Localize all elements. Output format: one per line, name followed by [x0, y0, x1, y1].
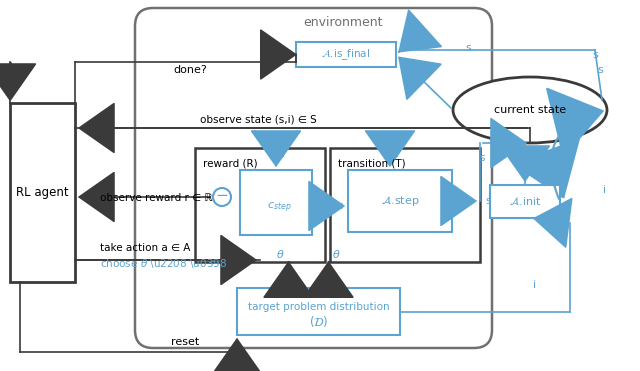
Text: take action a ∈ A: take action a ∈ A [100, 243, 190, 253]
Text: s: s [314, 210, 320, 220]
Text: s: s [485, 196, 491, 206]
Text: s: s [465, 43, 471, 53]
Text: s: s [597, 65, 603, 75]
Text: i: i [604, 185, 607, 195]
Text: environment: environment [304, 16, 383, 29]
Text: $\mathcal{A}$.init: $\mathcal{A}$.init [509, 196, 541, 207]
Text: $\theta$: $\theta$ [332, 248, 340, 260]
Text: i: i [533, 280, 536, 290]
Text: $\theta$: $\theta$ [276, 248, 285, 260]
Text: s: s [592, 50, 598, 60]
Text: $\mathcal{A}$.is_final: $\mathcal{A}$.is_final [321, 47, 371, 62]
Bar [296, 42, 396, 67]
Bar [10, 103, 75, 282]
Text: i: i [282, 149, 285, 159]
Text: reward (R): reward (R) [203, 159, 258, 169]
Text: RL agent: RL agent [16, 186, 69, 199]
Text: i: i [396, 149, 399, 159]
FancyBboxPatch shape [135, 8, 492, 348]
Text: $c_{step}$: $c_{step}$ [267, 200, 291, 215]
Text: reset: reset [171, 337, 199, 347]
Text: s: s [337, 201, 343, 211]
Text: $\mathcal{A}$.step: $\mathcal{A}$.step [381, 194, 419, 208]
Bar [237, 288, 400, 335]
Text: s: s [479, 153, 484, 163]
Bar [348, 170, 452, 232]
Text: observe reward r ∈ ℝ: observe reward r ∈ ℝ [100, 193, 212, 203]
Text: current state: current state [494, 105, 566, 115]
Bar [490, 185, 560, 218]
Ellipse shape [453, 77, 607, 143]
Circle shape [213, 188, 231, 206]
Text: target problem distribution: target problem distribution [248, 302, 389, 312]
Text: choose $\theta$ \u2208 \u0398: choose $\theta$ \u2208 \u0398 [100, 256, 227, 269]
Text: observe state (s,i) ∈ S: observe state (s,i) ∈ S [200, 115, 317, 125]
Bar [330, 148, 480, 262]
Text: transition (T): transition (T) [338, 159, 406, 169]
Bar [195, 148, 325, 262]
Text: done?: done? [173, 65, 207, 75]
Text: −: − [216, 188, 228, 204]
Bar [240, 170, 312, 235]
Text: $(\mathcal{D})$: $(\mathcal{D})$ [308, 314, 328, 329]
